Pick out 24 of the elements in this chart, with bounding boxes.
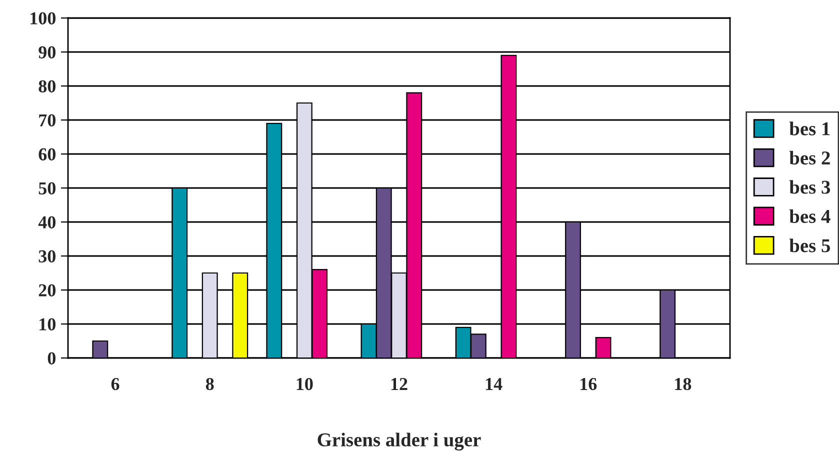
y-tick-label: 40 — [38, 216, 56, 228]
legend-label: bes 5 — [789, 238, 830, 252]
legend-label: bes 4 — [789, 209, 830, 224]
y-tick-label: 20 — [38, 284, 56, 296]
legend-label: bes 3 — [789, 180, 830, 194]
y-tick-label: 60 — [38, 148, 56, 160]
x-tick-label: 6 — [111, 378, 120, 390]
x-tick-label: 18 — [675, 378, 692, 390]
x-tick-label: 10 — [296, 378, 313, 390]
legend-label: bes 1 — [789, 122, 830, 136]
y-tick-label: 30 — [38, 250, 56, 262]
y-tick-label: 50 — [38, 182, 56, 194]
x-tick-label: 12 — [391, 378, 408, 390]
x-tick-label: 8 — [206, 378, 214, 390]
x-axis-title: Grisens alder i uger — [318, 432, 481, 450]
x-tick-label: 14 — [486, 378, 502, 390]
y-tick-label: 80 — [38, 80, 56, 92]
y-tick-label: 100 — [30, 12, 56, 24]
x-tick-label: 16 — [580, 378, 597, 390]
y-tick-label: 90 — [38, 46, 56, 58]
y-tick-label: 10 — [40, 318, 56, 330]
y-tick-label: 70 — [39, 114, 56, 126]
y-tick-label: 0 — [48, 352, 56, 364]
legend-label: bes 2 — [789, 150, 830, 165]
